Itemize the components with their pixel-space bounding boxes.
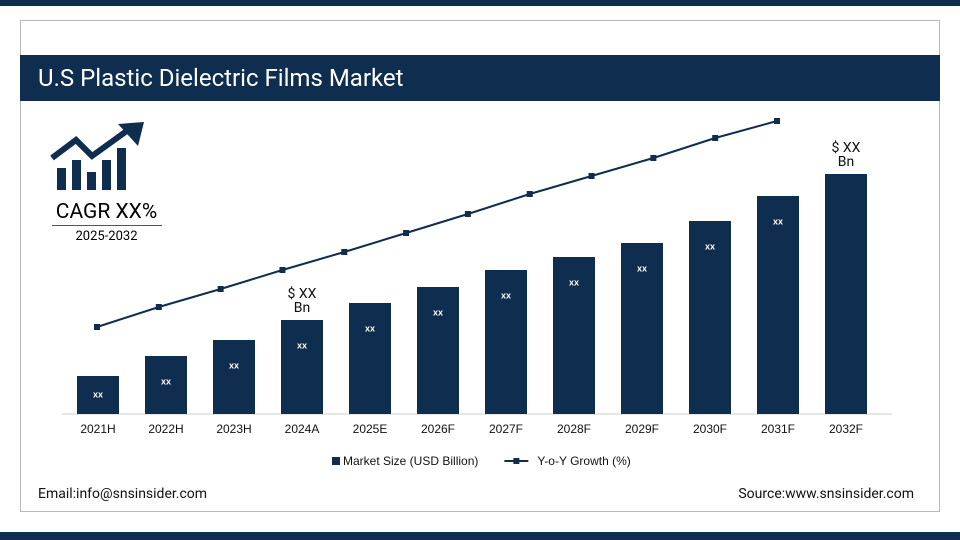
x-tick-label: 2022H	[148, 422, 183, 436]
bar	[417, 287, 459, 414]
x-tick-label: 2026F	[421, 422, 455, 436]
growth-marker	[403, 230, 410, 236]
bar	[621, 243, 663, 414]
title-banner	[20, 55, 940, 101]
bar-label: xx	[433, 307, 443, 317]
bar	[485, 270, 527, 414]
cagr-period: 2025-2032	[75, 229, 138, 244]
x-tick-label: 2023H	[216, 422, 251, 436]
bar-label: xx	[569, 277, 579, 287]
legend-swatch	[332, 457, 340, 465]
footer-email: Email:info@snsinsider.com	[38, 486, 208, 502]
x-tick-label: 2024A	[285, 422, 320, 436]
bar-label: xx	[637, 263, 647, 273]
bar	[281, 320, 323, 414]
x-tick-label: 2027F	[489, 422, 523, 436]
bar	[349, 303, 391, 414]
chart-title: U.S Plastic Dielectric Films Market	[38, 64, 404, 92]
bar-label: xx	[297, 340, 307, 350]
x-tick-label: 2032F	[829, 422, 863, 436]
bar-label: xx	[229, 360, 239, 370]
growth-marker	[217, 286, 224, 292]
x-tick-label: 2025E	[353, 422, 388, 436]
bar-label: xx	[161, 376, 171, 386]
x-tick-label: 2021H	[80, 422, 115, 436]
annotation: $ XX Bn	[831, 140, 861, 170]
top-stripe	[0, 0, 960, 6]
annotation: $ XX Bn	[287, 286, 317, 316]
legend-label: Y-o-Y Growth (%)	[537, 454, 630, 468]
cagr-divider	[52, 225, 162, 226]
bar	[825, 174, 867, 414]
growth-marker	[279, 267, 286, 273]
legend-swatch	[513, 458, 520, 464]
cagr-icon	[50, 122, 144, 190]
frame	[20, 20, 940, 512]
bar-label: xx	[501, 290, 511, 300]
growth-marker	[94, 324, 100, 330]
bar	[145, 356, 187, 414]
growth-line	[96, 120, 778, 328]
bar-label: xx	[93, 389, 103, 399]
growth-marker	[650, 155, 657, 161]
bottom-stripe	[0, 532, 960, 540]
cagr-text: CAGR XX%	[55, 200, 158, 224]
growth-marker	[774, 118, 780, 124]
bar	[553, 257, 595, 414]
growth-marker	[588, 173, 595, 179]
growth-marker	[341, 249, 348, 255]
bar	[757, 196, 799, 414]
bar	[213, 340, 255, 414]
x-tick-label: 2029F	[625, 422, 659, 436]
growth-marker	[464, 211, 471, 217]
footer-source: Source:www.snsinsider.com	[738, 486, 914, 502]
growth-marker	[712, 135, 719, 141]
x-tick-label: 2030F	[693, 422, 727, 436]
growth-marker	[526, 191, 533, 197]
bar-label: xx	[705, 241, 715, 251]
legend-label: Market Size (USD Billion)	[343, 454, 478, 468]
x-tick-label: 2028F	[557, 422, 591, 436]
growth-marker	[155, 304, 162, 310]
x-tick-label: 2031F	[761, 422, 795, 436]
bar	[77, 376, 119, 414]
bar-label: xx	[773, 216, 783, 226]
bar	[689, 221, 731, 414]
bar-label: xx	[365, 323, 375, 333]
